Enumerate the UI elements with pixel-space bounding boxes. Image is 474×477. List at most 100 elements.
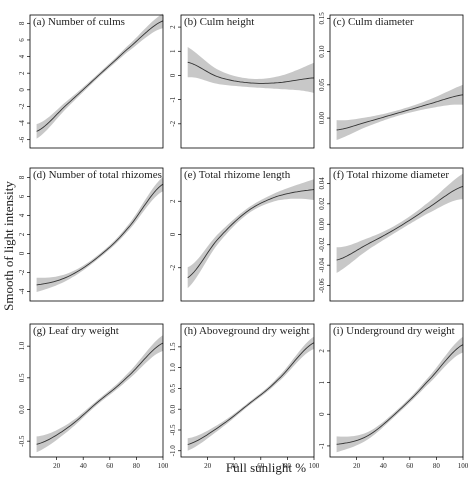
y-tick-label: 1 — [169, 49, 177, 53]
confidence-band — [187, 47, 314, 93]
panel-title: (e) Total rhizome length — [184, 169, 291, 181]
panel-title: (c) Culm diameter — [333, 16, 414, 28]
panel-title: (b) Culm height — [184, 16, 254, 28]
y-tick-label: 8 — [18, 21, 26, 25]
y-tick-label: -2 — [18, 103, 26, 109]
y-tick-label: 0.10 — [318, 45, 326, 58]
x-tick-label: 60 — [406, 462, 414, 470]
x-tick-label: 20 — [353, 462, 361, 470]
y-tick-label: 2 — [169, 199, 177, 203]
y-tick-label: -4 — [18, 288, 26, 294]
y-tick-label: 0.0 — [18, 405, 26, 414]
y-tick-label: 2 — [169, 25, 177, 29]
confidence-band — [187, 179, 314, 289]
y-tick-label: 0.00 — [318, 111, 326, 124]
panel-title: (f) Total rhizome diameter — [333, 169, 449, 181]
panel-title: (i) Underground dry weight — [333, 325, 455, 337]
panel-c: (c) Culm diameter 0.00 0.05 0.10 0.15 — [318, 12, 464, 149]
y-tick-label: -0.02 — [318, 237, 326, 252]
y-tick-label: -2 — [169, 120, 177, 126]
y-tick-label: 0 — [318, 412, 326, 416]
y-tick-label: -0.04 — [318, 257, 326, 272]
panel-a: (a) Number of culms -6 -4 -2 0 2 4 6 8 — [18, 13, 164, 149]
panel-title: (h) Aboveground dry weight — [184, 325, 310, 337]
y-tick-label: 6 — [18, 194, 26, 198]
x-tick-label: 80 — [133, 462, 141, 470]
y-tick-label: -1.0 — [169, 445, 177, 457]
y-tick-label: 4 — [18, 213, 26, 217]
panel-frame — [329, 323, 464, 458]
panel-b: (b) Culm height -2 -1 0 1 2 — [169, 14, 315, 149]
y-tick-label: 0 — [18, 251, 26, 255]
y-tick-label: -0.5 — [169, 424, 177, 436]
y-tick-label: 0.15 — [318, 12, 326, 25]
y-tick-label: 4 — [18, 54, 26, 58]
panel-title: (a) Number of culms — [33, 16, 125, 28]
smooth-line — [336, 94, 464, 131]
panel-g: (g) Leaf dry weight -0.5 0.0 0.5 1.0 20 40 60 80… — [18, 323, 169, 470]
panel-i: (i) Underground dry weight -1 0 1 2 20 40 60 80 1… — [318, 323, 469, 470]
confidence-band — [187, 336, 314, 451]
y-tick-label: 1.0 — [169, 363, 177, 372]
panel-frame — [29, 323, 164, 458]
panel-h: (h) Aboveground dry weight -1.0 -0.5 0.0 0.5… — [169, 323, 320, 470]
y-tick-label: 0.05 — [318, 78, 326, 91]
confidence-band — [36, 177, 163, 292]
smooth-line — [36, 183, 164, 286]
confidence-band — [36, 13, 163, 139]
y-tick-label: 8 — [18, 175, 26, 179]
panel-frame — [329, 14, 464, 149]
y-tick-label: 0.5 — [169, 384, 177, 393]
smooth-line — [336, 344, 464, 445]
smooth-line — [187, 189, 315, 279]
confidence-band — [336, 173, 463, 273]
y-tick-label: 0.5 — [18, 373, 26, 382]
x-axis-label: Full sunlight % — [226, 460, 306, 475]
y-tick-label: 0 — [169, 232, 177, 236]
x-tick-label: 60 — [106, 462, 114, 470]
x-tick-label: 100 — [458, 462, 469, 470]
y-tick-label: -1 — [318, 443, 326, 449]
smooth-line — [36, 342, 164, 445]
y-tick-label: 2 — [318, 349, 326, 353]
y-tick-label: 1 — [318, 380, 326, 384]
smooth-line — [36, 20, 164, 132]
x-tick-label: 40 — [80, 462, 88, 470]
y-tick-label: 0.0 — [169, 404, 177, 413]
y-tick-label: 1.5 — [169, 342, 177, 351]
y-tick-label: 2 — [18, 232, 26, 236]
y-tick-label: 6 — [18, 38, 26, 42]
y-tick-label: -0.06 — [318, 278, 326, 293]
y-tick-label: 0.02 — [318, 197, 326, 210]
y-tick-label: -6 — [18, 136, 26, 142]
y-tick-label: 0.04 — [318, 177, 326, 190]
x-tick-label: 20 — [53, 462, 61, 470]
smooth-line — [187, 342, 315, 445]
x-tick-label: 100 — [158, 462, 169, 470]
confidence-band — [36, 335, 163, 453]
y-axis-label: Smooth of light intensity — [1, 181, 16, 311]
panel-f: (f) Total rhizome diameter -0.06 -0.04 -0.0… — [318, 167, 464, 302]
y-tick-label: 0 — [169, 73, 177, 77]
x-tick-label: 40 — [380, 462, 388, 470]
smooth-line — [187, 61, 315, 84]
panel-frame — [180, 323, 315, 458]
y-tick-label: -2 — [18, 269, 26, 275]
y-tick-label: 0.00 — [318, 218, 326, 231]
panel-e: (e) Total rhizome length -2 0 2 — [169, 167, 315, 302]
panel-frame — [329, 167, 464, 302]
panel-title: (g) Leaf dry weight — [33, 325, 119, 337]
y-tick-label: -1 — [169, 96, 177, 102]
x-tick-label: 60 — [257, 462, 265, 470]
x-tick-label: 80 — [433, 462, 441, 470]
panel-frame — [180, 14, 315, 149]
x-tick-label: 80 — [284, 462, 292, 470]
y-tick-label: -2 — [169, 264, 177, 270]
y-tick-label: -4 — [18, 120, 26, 126]
x-tick-label: 40 — [231, 462, 239, 470]
panel-d: (d) Number of total rhizomes -4 -2 0 2 4 6 8 — [18, 167, 164, 302]
smooth-line — [336, 185, 464, 261]
y-tick-label: 0 — [18, 88, 26, 92]
confidence-band — [336, 336, 463, 453]
